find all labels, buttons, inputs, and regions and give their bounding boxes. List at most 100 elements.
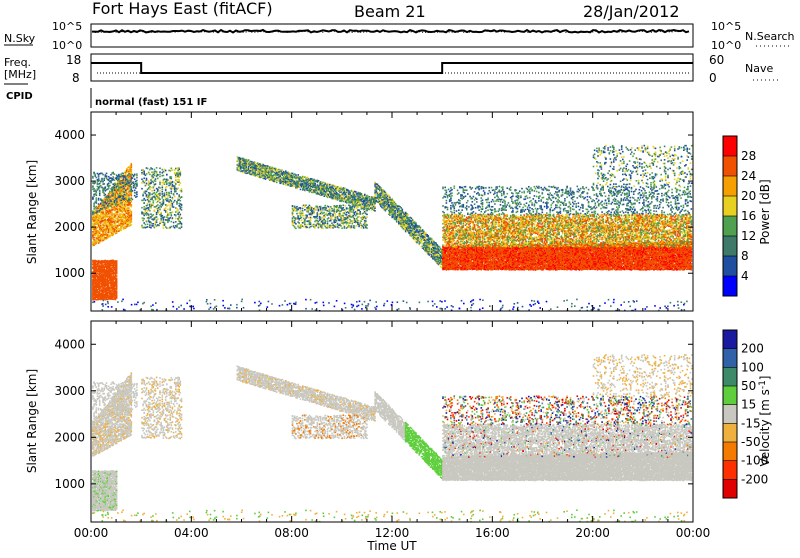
data-cell [154, 190, 156, 192]
data-cell [181, 226, 183, 228]
data-cell [120, 200, 122, 202]
data-cell [157, 174, 159, 176]
data-cell [154, 175, 156, 177]
nsearch-tick-top: 10^5 [711, 20, 741, 33]
data-cell [150, 179, 152, 181]
data-cell [178, 212, 180, 214]
data-cell [153, 200, 155, 202]
data-cell [131, 163, 133, 165]
data-cell [166, 186, 168, 188]
data-cell [171, 200, 173, 202]
data-cell [116, 201, 118, 203]
data-cell [176, 201, 178, 203]
data-cell [123, 196, 125, 198]
data-cell [114, 179, 116, 181]
data-cell [163, 218, 165, 220]
data-cell [146, 178, 148, 180]
data-cell [295, 174, 297, 176]
data-cell [116, 204, 118, 206]
data-cell [167, 205, 169, 207]
data-cell [167, 222, 169, 224]
data-cell [156, 167, 158, 169]
data-cell [176, 193, 178, 195]
nsky-strip-frame [91, 24, 693, 47]
data-cell [115, 299, 117, 301]
data-cell [108, 203, 110, 205]
data-cell [145, 175, 147, 177]
data-cell [129, 209, 131, 211]
data-cell [171, 176, 173, 178]
data-cell [172, 217, 174, 219]
data-cell [148, 207, 150, 209]
data-cell [131, 189, 133, 191]
data-cell [159, 193, 161, 195]
data-cell [142, 220, 144, 222]
data-cell [174, 200, 176, 202]
data-cell [174, 182, 176, 184]
data-cell [102, 174, 104, 176]
data-cell [292, 179, 294, 181]
data-cell [171, 191, 173, 193]
data-cell [123, 173, 125, 175]
data-cell [169, 204, 171, 206]
data-cell [300, 189, 302, 191]
data-cell [102, 191, 104, 193]
data-cell [157, 213, 159, 215]
data-cell [114, 173, 116, 175]
data-cell [175, 214, 177, 216]
data-cell [94, 174, 96, 176]
data-cell [175, 179, 177, 181]
data-cell [311, 178, 313, 180]
data-cell [125, 176, 127, 178]
data-cell [151, 168, 153, 170]
data-cell [99, 187, 101, 189]
data-cell [127, 175, 129, 177]
data-cell [255, 162, 257, 164]
data-cell [285, 170, 287, 172]
data-cell [110, 174, 112, 176]
data-cell [148, 219, 150, 221]
data-cell [165, 170, 167, 172]
data-cell [142, 200, 144, 202]
data-cell [149, 192, 151, 194]
data-cell [98, 198, 100, 200]
data-cell [108, 285, 110, 287]
data-cell [166, 227, 168, 229]
data-cell [105, 186, 107, 188]
data-cell [154, 209, 156, 211]
data-cell [172, 184, 174, 186]
data-cell [134, 190, 136, 192]
data-cell [150, 206, 152, 208]
data-cell [154, 169, 156, 171]
data-cell [103, 205, 105, 207]
data-cell [154, 192, 156, 194]
data-cell [146, 220, 148, 222]
data-cell [109, 196, 111, 198]
data-cell [171, 226, 173, 228]
data-cell [145, 193, 147, 195]
data-cell [157, 189, 159, 191]
data-cell [117, 185, 119, 187]
nsky-tick-top: 10^5 [52, 20, 82, 33]
data-cell [105, 201, 107, 203]
data-cell [181, 223, 183, 225]
data-cell [148, 172, 150, 174]
data-cell [158, 211, 160, 213]
data-cell [159, 208, 161, 210]
data-cell [131, 215, 133, 217]
data-cell [142, 194, 144, 196]
nave-tick-bottom: 0 [709, 71, 717, 85]
data-cell [169, 208, 171, 210]
data-cell [162, 189, 164, 191]
data-cell [169, 181, 171, 183]
data-cell [93, 195, 95, 197]
data-cell [99, 242, 101, 244]
plot-title: Fort Hays East (fitACF) [92, 0, 273, 18]
data-cell [100, 216, 102, 218]
data-cell [119, 180, 121, 182]
data-cell [155, 224, 157, 226]
data-cell [177, 175, 179, 177]
data-cell [147, 173, 149, 175]
data-cell [96, 201, 98, 203]
data-cell [103, 183, 105, 185]
